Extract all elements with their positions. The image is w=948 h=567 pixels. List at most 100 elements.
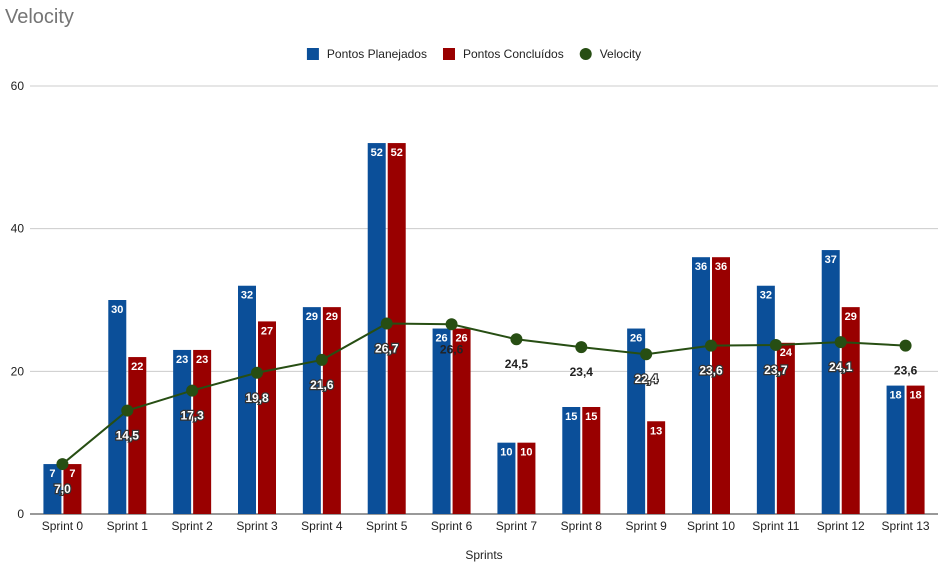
velocity-line (56, 317, 912, 471)
bar-data-label: 29 (306, 311, 318, 323)
bar (108, 300, 127, 514)
velocity-data-label: 23,6 (699, 364, 723, 378)
x-tick-label: Sprint 11 (752, 519, 799, 533)
bar-data-label: 7 (69, 468, 75, 480)
bar-data-label: 29 (845, 311, 857, 323)
x-tick-label: Sprint 1 (107, 519, 149, 533)
bar (841, 307, 860, 514)
chart-title: Velocity (5, 6, 74, 28)
x-tick-label: Sprint 12 (817, 519, 865, 533)
legend-label: Pontos Concluídos (463, 47, 564, 61)
bar (128, 357, 147, 514)
bar-data-label: 26 (455, 333, 467, 345)
bar (173, 349, 192, 514)
bar (627, 328, 646, 514)
y-tick-label: 40 (11, 222, 25, 236)
velocity-data-label: 24,5 (505, 357, 529, 371)
bar (886, 385, 905, 514)
bar (387, 143, 406, 515)
velocity-data-label: 19,8 (245, 391, 269, 405)
velocity-data-label: 7,0 (54, 482, 71, 496)
bar (432, 328, 451, 514)
x-tick-label: Sprint 5 (366, 519, 408, 533)
bar (497, 442, 516, 514)
velocity-point (186, 384, 199, 397)
x-axis-title: Sprints (465, 548, 502, 562)
velocity-data-label: 22,4 (634, 372, 658, 386)
velocity-point (899, 339, 912, 352)
bar (302, 307, 321, 514)
bar-data-label: 10 (520, 447, 532, 459)
x-tick-label: Sprint 2 (171, 519, 213, 533)
bar-data-label: 26 (630, 333, 642, 345)
velocity-data-label: 17,3 (180, 409, 204, 423)
velocity-point (575, 341, 588, 354)
bar (756, 285, 775, 514)
y-tick-label: 20 (11, 364, 25, 378)
legend-label: Velocity (600, 47, 641, 61)
data-labels: 7 30 23 32 29 52 26 10 15 26 36 32 37 18 7 22 23 27 29 52 26… (49, 147, 921, 497)
x-tick-label: Sprint 10 (687, 519, 735, 533)
bar-data-label: 36 (715, 261, 727, 273)
bar (562, 407, 581, 514)
velocity-point (769, 338, 782, 351)
bar-data-label: 23 (196, 354, 208, 366)
bar-data-label: 23 (176, 354, 188, 366)
legend: Pontos Planejados Pontos Concluídos Veloci… (306, 47, 641, 61)
bar-data-label: 13 (650, 425, 662, 437)
x-tick-label: Sprint 8 (561, 519, 603, 533)
x-tick-label: Sprint 0 (42, 519, 84, 533)
bar-data-label: 7 (49, 468, 55, 480)
bar-data-label: 37 (825, 254, 837, 266)
bar-data-label: 32 (760, 290, 772, 302)
legend-marker (579, 48, 592, 60)
velocity-point (705, 339, 717, 352)
bar (712, 257, 730, 514)
velocity-data-label: 23,4 (570, 365, 594, 379)
bar (776, 342, 795, 514)
bar-data-label: 24 (780, 347, 793, 359)
bar (906, 385, 925, 514)
x-tick-label: Sprint 9 (625, 519, 667, 533)
velocity-data-label: 21,6 (310, 378, 334, 392)
bar-data-label: 36 (695, 261, 707, 273)
velocity-line-path (61, 322, 906, 465)
bar (63, 464, 82, 514)
x-tick-label: Sprint 6 (431, 519, 473, 533)
velocity-point (510, 333, 523, 346)
velocity-point (445, 318, 458, 331)
y-tick-label: 60 (11, 79, 25, 93)
legend-swatch (442, 48, 455, 60)
bar-data-label: 26 (435, 333, 447, 345)
bar-data-label: 18 (889, 390, 901, 402)
velocity-point (121, 404, 134, 417)
gridlines (30, 85, 938, 515)
bar-data-label: 32 (241, 290, 253, 302)
velocity-data-label: 24,1 (829, 360, 853, 374)
bar (193, 349, 212, 514)
bar (582, 407, 601, 514)
bar (322, 307, 341, 514)
bar-data-label: 27 (261, 325, 273, 337)
velocity-data-label: 26,7 (375, 342, 399, 356)
velocity-data-label: 14,5 (116, 429, 140, 443)
legend-label: Pontos Planejados (327, 47, 427, 61)
bar-data-label: 15 (585, 411, 597, 423)
velocity-point (315, 353, 328, 366)
velocity-data-label: 23,7 (764, 363, 788, 377)
x-tick-label: Sprint 13 (882, 519, 930, 533)
x-tick-label: Sprint 4 (301, 519, 343, 533)
bar (43, 464, 62, 514)
y-tick-label: 0 (17, 507, 24, 521)
bar-data-label: 52 (371, 147, 383, 159)
bar (238, 285, 256, 514)
bar (258, 321, 276, 514)
x-tick-label: Sprint 3 (236, 519, 278, 533)
bar-data-label: 10 (500, 447, 512, 459)
bar-data-label: 30 (111, 304, 123, 316)
velocity-point (834, 336, 847, 349)
bar-data-label: 29 (326, 311, 338, 323)
axes: 0 20 40 60 Sprint 0 Sprint 1 Sprint 2 Sprint 3 S… (11, 79, 930, 562)
bar-data-label: 22 (131, 361, 143, 373)
